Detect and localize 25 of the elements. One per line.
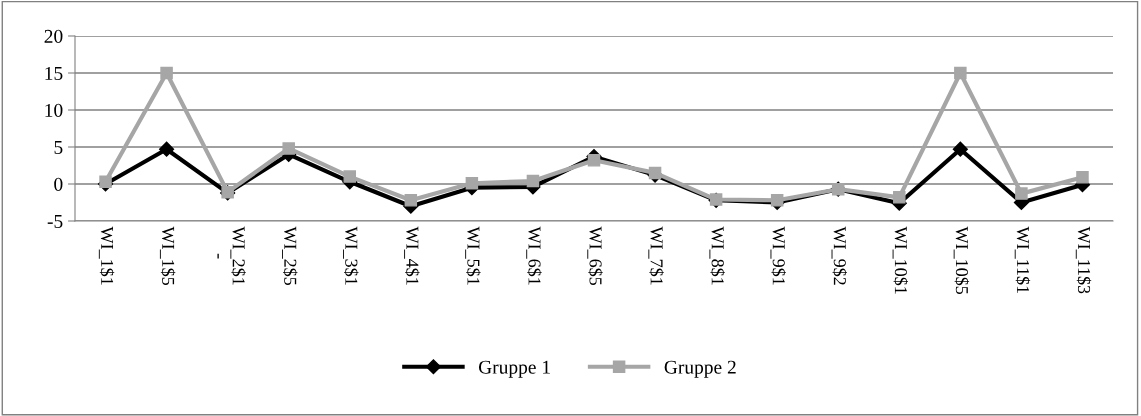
x-tick-label: WI_2$1 -	[217, 226, 246, 285]
legend-label: Gruppe 1	[478, 360, 550, 378]
x-tick-label: WI_11$1	[1014, 226, 1031, 293]
x-tick-label: WI_6$5	[587, 226, 603, 286]
x-tick-label: WI_4$1	[404, 226, 420, 285]
x-tick-label: WI_10$1	[892, 226, 909, 294]
x-tick-label: WI_7$1	[648, 226, 664, 285]
x-tick-label: WI_6$1	[526, 226, 542, 285]
y-tick-label: 5	[54, 141, 63, 154]
x-tick-label: WI_9$2	[831, 226, 847, 285]
x-tick-label: WI_11$3	[1075, 226, 1092, 294]
y-tick-label: 15	[45, 66, 63, 80]
x-tick-label: WI_10$5	[953, 226, 970, 295]
y-tick-label: -5	[47, 215, 63, 228]
x-tick-label: WI_1$1	[98, 226, 115, 285]
y-tick-label: 0	[54, 177, 63, 191]
legend-label: Gruppe 2	[664, 360, 736, 378]
x-tick-label: WI_8$1	[709, 226, 725, 285]
x-tick-label: WI_9$1	[770, 226, 786, 285]
y-tick-label: 10	[45, 103, 63, 117]
x-tick-label: WI_3$1	[343, 226, 359, 285]
y-tick-label: 20	[44, 29, 63, 43]
x-tick-label: WI_2$5	[282, 226, 298, 286]
x-tick-label: WI_1$5	[159, 226, 176, 286]
x-tick-label: WI_5$1	[465, 226, 481, 285]
